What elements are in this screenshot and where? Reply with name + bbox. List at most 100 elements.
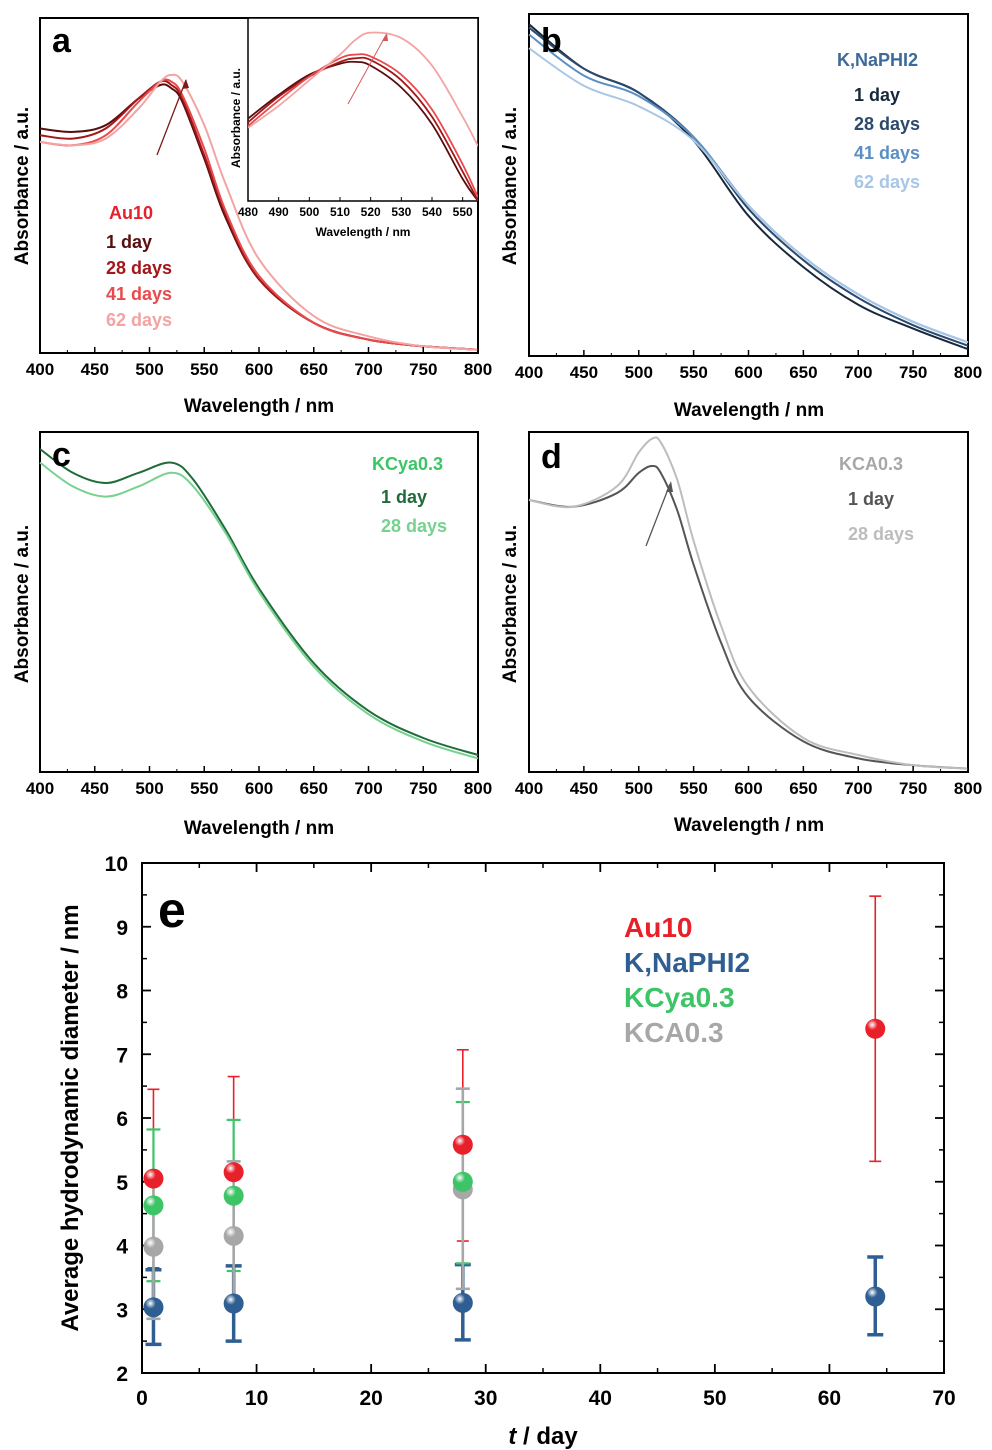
panel-e-markers-4 xyxy=(143,1179,473,1257)
panel-d-legend: KCA0.3 1 day 28 days xyxy=(839,454,914,544)
panel-d-arrow-head xyxy=(666,481,673,492)
panel-b-x-tick-label: 550 xyxy=(679,363,707,382)
panel-c-series-2-line xyxy=(39,461,479,760)
panel-a-x-tick-label: 400 xyxy=(26,360,54,379)
panel-b-x-tick-label: 700 xyxy=(844,363,872,382)
panel-d-xlabel: Wavelength / nm xyxy=(674,815,824,836)
panel-b-x-tick-label: 450 xyxy=(570,363,598,382)
panel-d: 400 450 500 550 600 650 700 750 800 d Wavelength… xyxy=(500,431,982,836)
panel-e-x-tick-label: 30 xyxy=(474,1387,497,1410)
panel-e-y-tick-label: 3 xyxy=(116,1299,128,1322)
panel-c-x-tick-label: 400 xyxy=(26,779,54,798)
panel-c-legend-28days: 28 days xyxy=(381,516,447,536)
panel-a-inset-frame xyxy=(247,17,479,202)
panel-e-x-tick-label: 40 xyxy=(589,1387,612,1410)
panel-c-legend: KCya0.3 1 day 28 days xyxy=(372,454,447,536)
panel-b-legend: K,NaPHI2 1 day 28 days 41 days 62 days xyxy=(837,50,920,192)
panel-e-ylabel: Average hydrodynamic diameter / nm xyxy=(57,904,84,1331)
panel-b-x-tick-label: 600 xyxy=(734,363,762,382)
panel-e-series-1 xyxy=(147,895,882,1269)
panel-d-x-tick-label: 600 xyxy=(734,779,762,798)
panel-d-x-tick-label: 700 xyxy=(844,779,872,798)
panel-d-x-tick-label: 650 xyxy=(789,779,817,798)
panel-e-data-point xyxy=(223,1225,244,1246)
panel-e-data-point xyxy=(223,1185,244,1206)
panel-e-markers-1 xyxy=(143,1018,886,1189)
panel-b-x-tick-label: 500 xyxy=(625,363,653,382)
panel-a-inset-xlabel: Wavelength / nm xyxy=(316,225,411,239)
panel-e-y-tick-label: 7 xyxy=(116,1044,128,1067)
panel-d-x-tick-label: 400 xyxy=(515,779,543,798)
panel-e-legend-4: KCA0.3 xyxy=(624,1017,724,1048)
panel-c-legend-1day: 1 day xyxy=(381,487,427,507)
panel-d-x-tick-label: 800 xyxy=(954,779,982,798)
panel-e-data-point xyxy=(865,1286,886,1307)
panel-c-xlabel: Wavelength / nm xyxy=(184,818,334,839)
panel-e-data-point xyxy=(865,1018,886,1039)
panel-d-x-tick-label: 550 xyxy=(679,779,707,798)
panel-a-inset-series-1-line xyxy=(248,60,478,201)
panel-c-x-tick-label: 600 xyxy=(245,779,273,798)
panel-b-series-4-line xyxy=(528,47,969,344)
panel-a-xlabel: Wavelength / nm xyxy=(184,396,334,417)
panel-a-x-tick-label: 700 xyxy=(354,360,382,379)
panel-a-curves xyxy=(39,73,479,351)
panel-a-legend: Au10 1 day 28 days 41 days 62 days xyxy=(106,203,172,330)
panel-e-x-tick-label: 0 xyxy=(136,1387,148,1410)
panel-e-series-3 xyxy=(146,1100,470,1283)
panel-c-x-tick-label: 750 xyxy=(409,779,437,798)
panel-a-arrow-head xyxy=(182,79,189,89)
panel-e-markers-2 xyxy=(143,1286,886,1318)
panel-b-legend-41days: 41 days xyxy=(854,143,920,163)
panel-c-legend-title: KCya0.3 xyxy=(372,454,443,474)
panel-d-x-ticks: 400 450 500 550 600 650 700 750 800 xyxy=(515,766,982,798)
panel-e-xlabel-italic: t xyxy=(508,1423,517,1450)
panel-e-xlabel-rest: / day xyxy=(516,1423,578,1450)
panel-e-y-tick-label: 9 xyxy=(116,917,128,940)
panel-e-y-tick-label: 2 xyxy=(116,1363,128,1386)
panel-a-inset-curves xyxy=(248,31,478,201)
panel-e-x-tick-label: 60 xyxy=(818,1387,841,1410)
panel-e-data-point xyxy=(143,1195,164,1216)
panel-b-legend-62days: 62 days xyxy=(854,172,920,192)
panel-e-data-point xyxy=(143,1168,164,1189)
panel-c-label: c xyxy=(52,436,71,474)
panel-e-y-tick-label: 10 xyxy=(105,853,128,876)
panel-d-trend-arrow xyxy=(645,483,671,547)
panel-a-x-ticks: 400 450 500 550 600 650 700 750 800 xyxy=(26,347,492,379)
panel-e-data-point xyxy=(223,1293,244,1314)
panel-a-trend-arrow xyxy=(156,79,187,156)
panel-b-xlabel: Wavelength / nm xyxy=(674,400,824,421)
panel-c-curves xyxy=(39,448,479,760)
panel-d-x-tick-label: 750 xyxy=(899,779,927,798)
panel-b-legend-1day: 1 day xyxy=(854,85,900,105)
panel-e-legend: Au10 K,NaPHI2 KCya0.3 KCA0.3 xyxy=(624,912,750,1048)
panel-e-x-tick-label: 10 xyxy=(245,1387,268,1410)
panel-b-x-tick-label: 800 xyxy=(954,363,982,382)
panel-a-x-tick-label: 800 xyxy=(464,360,492,379)
panel-a-inset-x-tick-label: 520 xyxy=(361,205,381,219)
panel-b-x-tick-label: 400 xyxy=(515,363,543,382)
panel-e-markers-3 xyxy=(143,1171,473,1216)
panel-c-ylabel: Absorbance / a.u. xyxy=(12,525,33,683)
panel-a-x-tick-label: 750 xyxy=(409,360,437,379)
panel-d-legend-title: KCA0.3 xyxy=(839,454,903,474)
panel-b-x-tick-label: 650 xyxy=(789,363,817,382)
panel-e-x-tick-label: 50 xyxy=(703,1387,726,1410)
panel-d-series-1-line xyxy=(528,464,969,770)
panel-c-x-ticks: 400 450 500 550 600 650 700 750 800 xyxy=(26,766,492,798)
panel-c-x-tick-label: 500 xyxy=(135,779,163,798)
panel-c-x-tick-label: 650 xyxy=(300,779,328,798)
panel-a-x-tick-label: 550 xyxy=(190,360,218,379)
panel-d-x-tick-label: 450 xyxy=(570,779,598,798)
panel-e-legend-3: KCya0.3 xyxy=(624,982,735,1013)
panel-e-series-4 xyxy=(146,1087,470,1321)
panel-a-inset-x-ticks: 480 490 500 510 520 530 540 550 xyxy=(238,197,473,219)
panel-a-inset-x-tick-label: 550 xyxy=(453,205,473,219)
panel-e-data-point xyxy=(452,1134,473,1155)
panel-b-legend-title: K,NaPHI2 xyxy=(837,50,918,70)
panel-a-inset-x-tick-label: 490 xyxy=(269,205,289,219)
panel-c-x-tick-label: 550 xyxy=(190,779,218,798)
panel-a-inset-x-tick-label: 540 xyxy=(422,205,442,219)
